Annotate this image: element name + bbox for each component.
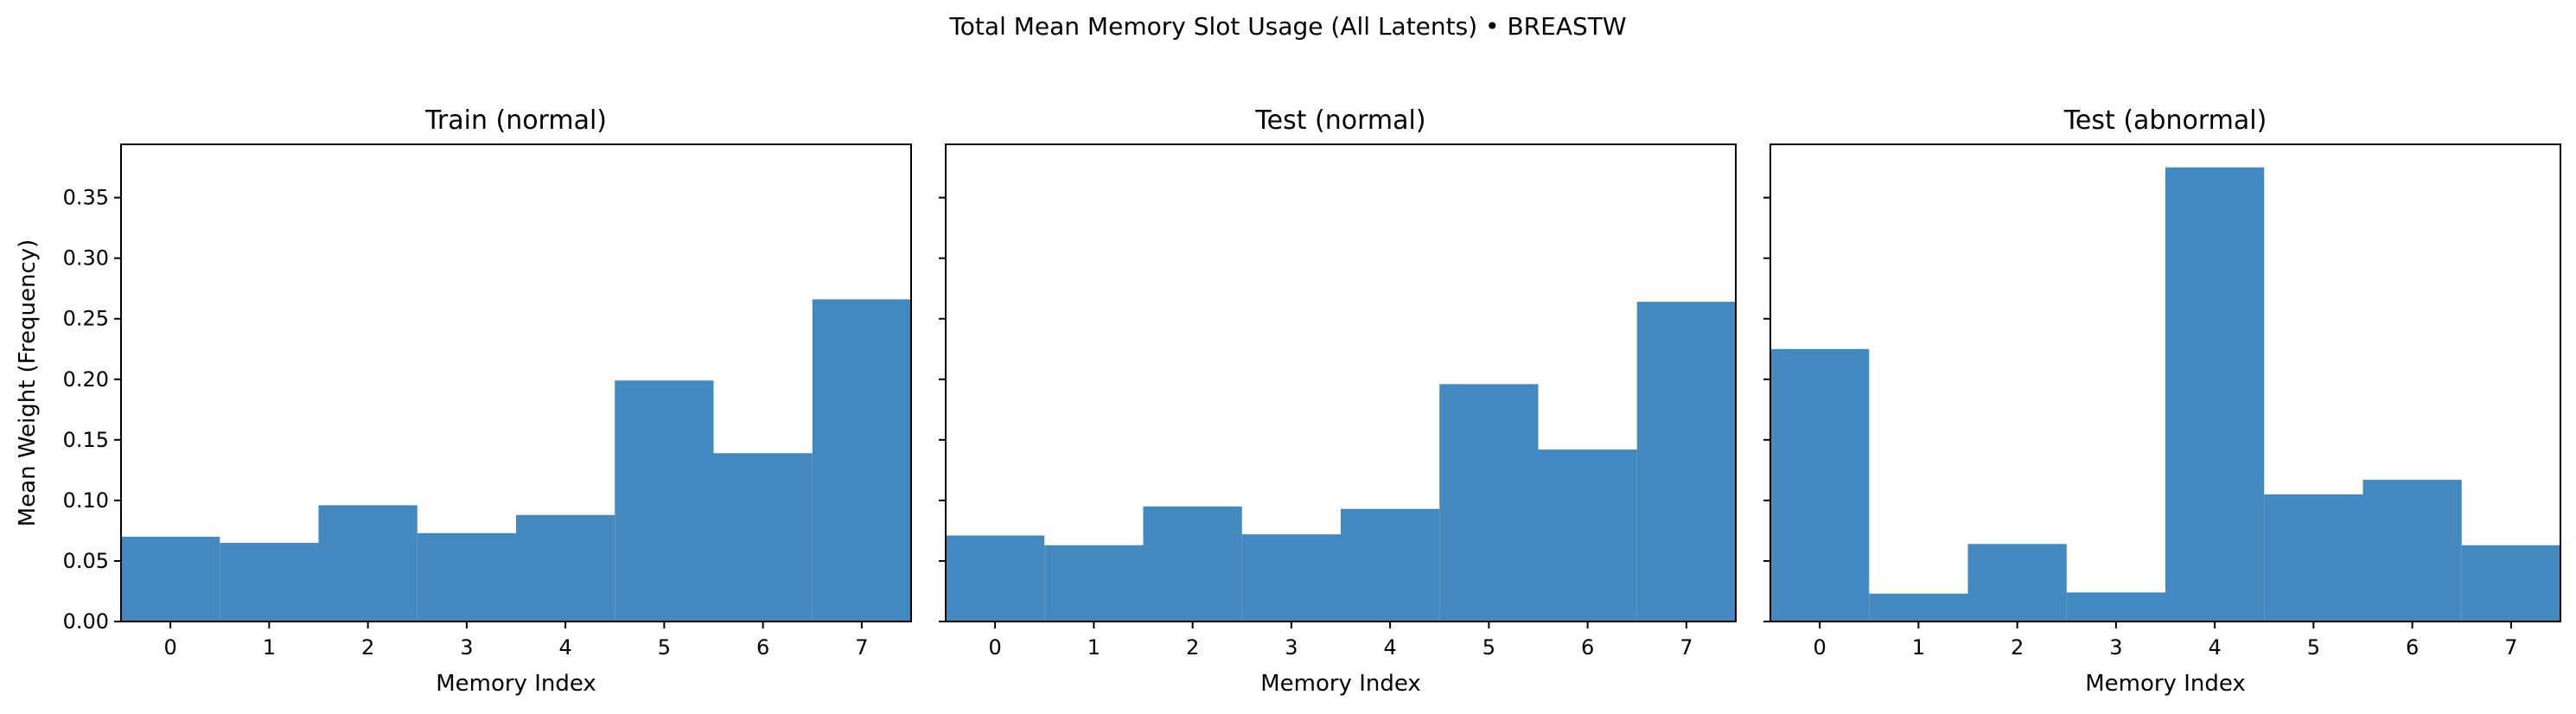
panel-title: Test (normal) bbox=[1254, 105, 1425, 136]
x-tick-label: 2 bbox=[1186, 635, 1199, 660]
plot-frame bbox=[945, 143, 1737, 622]
figure-suptitle: Total Mean Memory Slot Usage (All Latent… bbox=[949, 12, 1627, 41]
y-tick-label: 0.05 bbox=[63, 549, 109, 573]
y-tick-label: 0.35 bbox=[63, 186, 109, 210]
bar-0-7 bbox=[812, 299, 911, 622]
bar-1-7 bbox=[1636, 302, 1736, 622]
x-tick-label: 5 bbox=[1482, 635, 1495, 660]
x-tick-label: 2 bbox=[2011, 635, 2024, 660]
bar-1-3 bbox=[1241, 534, 1341, 622]
x-tick-label: 6 bbox=[1581, 635, 1594, 660]
bar-0-2 bbox=[318, 505, 418, 622]
bar-2-7 bbox=[2461, 545, 2560, 622]
x-axis-label: Memory Index bbox=[436, 671, 596, 697]
x-tick-label: 4 bbox=[1383, 635, 1396, 660]
x-tick-label: 7 bbox=[855, 635, 868, 660]
x-tick-label: 6 bbox=[756, 635, 769, 660]
bar-1-5 bbox=[1439, 384, 1539, 622]
x-tick-label: 7 bbox=[1680, 635, 1693, 660]
x-tick-label: 3 bbox=[2109, 635, 2122, 660]
bar-0-4 bbox=[516, 514, 615, 622]
chart-panel-2: 0 1 2 3 4 5 6 7 Test (abnormal) Memory Index bbox=[1763, 105, 2561, 697]
y-axis-label: Mean Weight (Frequency) bbox=[15, 239, 41, 527]
chart-panel-1: 0 1 2 3 4 5 6 7 Test (normal) Memory Index bbox=[939, 105, 1737, 697]
x-tick-label: 0 bbox=[988, 635, 1001, 660]
x-tick-label: 7 bbox=[2504, 635, 2517, 660]
x-tick-label: 5 bbox=[2307, 635, 2320, 660]
x-tick-label: 1 bbox=[1912, 635, 1925, 660]
y-tick-label: 0.20 bbox=[63, 367, 109, 392]
bar-2-6 bbox=[2362, 480, 2462, 622]
bar-2-0 bbox=[1770, 348, 1870, 622]
bar-0-6 bbox=[713, 453, 813, 622]
x-tick-label: 0 bbox=[1813, 635, 1826, 660]
plot-frame bbox=[120, 143, 912, 622]
x-axis-label: Memory Index bbox=[2085, 671, 2246, 697]
x-tick-label: 3 bbox=[460, 635, 473, 660]
x-tick-label: 4 bbox=[2208, 635, 2221, 660]
bar-1-0 bbox=[946, 535, 1045, 622]
x-tick-label: 2 bbox=[361, 635, 374, 660]
bar-2-4 bbox=[2165, 167, 2265, 622]
bar-2-2 bbox=[1967, 544, 2067, 622]
y-tick-label: 0.15 bbox=[63, 428, 109, 452]
y-tick-label: 0.30 bbox=[63, 246, 109, 271]
y-tick-label: 0.25 bbox=[63, 307, 109, 331]
x-axis-label: Memory Index bbox=[1260, 671, 1421, 697]
bar-1-2 bbox=[1143, 506, 1242, 622]
y-tick-label: 0.00 bbox=[63, 609, 109, 634]
bar-0-5 bbox=[615, 380, 714, 622]
bar-0-1 bbox=[220, 542, 319, 622]
x-tick-label: 1 bbox=[263, 635, 276, 660]
x-tick-label: 4 bbox=[558, 635, 571, 660]
x-tick-label: 5 bbox=[658, 635, 671, 660]
bar-0-0 bbox=[121, 536, 220, 622]
chart-panel-0: 0 1 2 3 4 5 6 7 0.00 0.05 0.10 0.15 0.20 0.25 0.30 0.35… bbox=[15, 105, 912, 697]
panel-title: Train (normal) bbox=[424, 105, 607, 136]
panel-title: Test (abnormal) bbox=[2063, 105, 2267, 136]
plot-frame bbox=[1769, 143, 2561, 622]
y-tick-label: 0.10 bbox=[63, 488, 109, 513]
bar-0-3 bbox=[417, 532, 516, 622]
bar-2-1 bbox=[1869, 593, 1968, 622]
bar-2-5 bbox=[2264, 494, 2363, 622]
x-tick-label: 1 bbox=[1087, 635, 1100, 660]
bar-2-3 bbox=[2066, 592, 2165, 622]
x-tick-label: 3 bbox=[1285, 635, 1298, 660]
bar-1-1 bbox=[1044, 545, 1144, 622]
bar-1-6 bbox=[1538, 449, 1637, 622]
x-tick-label: 0 bbox=[163, 635, 176, 660]
bar-1-4 bbox=[1341, 508, 1440, 622]
x-tick-label: 6 bbox=[2406, 635, 2419, 660]
